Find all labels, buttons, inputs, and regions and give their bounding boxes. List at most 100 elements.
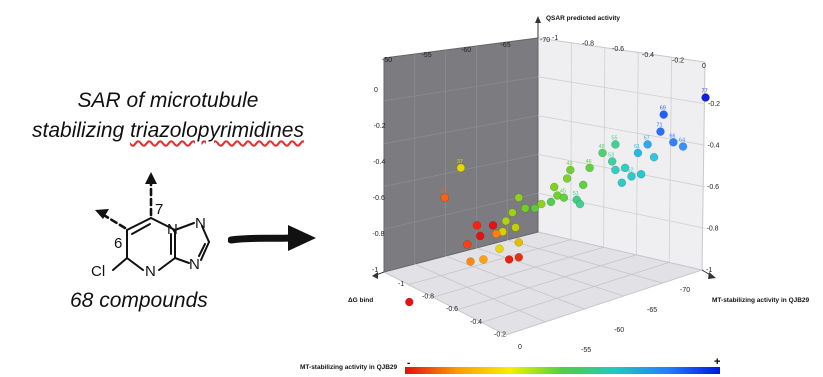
z-right-tick-label: -1 <box>706 267 712 274</box>
title-line-1: SAR of microtubule <box>77 89 259 112</box>
bond-five-ring-2 <box>201 225 210 243</box>
data-point <box>514 193 524 202</box>
bond-c5-cl <box>112 257 128 271</box>
data-point-label: 66 <box>669 133 675 139</box>
top-tick-label: -70 <box>540 37 550 44</box>
z-axis-title: QSAR predicted activity <box>546 15 620 22</box>
data-point <box>549 182 559 192</box>
data-point <box>463 240 472 249</box>
title-line-2: stabilizing triazolopyrimidines <box>8 116 328 146</box>
bond-n1-c5 <box>126 257 144 271</box>
atom-n-bottom: N <box>145 263 156 280</box>
data-point-label: 69 <box>660 106 666 112</box>
data-point <box>514 253 524 262</box>
floor-grid-b <box>432 246 604 298</box>
z-top-tick-label: 0 <box>702 63 706 70</box>
z-right-tick-label: -0.8 <box>707 226 719 233</box>
data-point <box>611 165 620 175</box>
arrow-head <box>288 225 316 251</box>
right-grid-h <box>537 76 706 104</box>
plot-back-wall <box>383 37 539 273</box>
data-point-label: 77 <box>702 89 708 95</box>
bond-c8a-n1 <box>158 257 176 271</box>
data-point <box>479 255 488 264</box>
data-point <box>504 255 514 264</box>
z-left-tick-label: -0.6 <box>373 195 385 202</box>
data-point <box>520 204 530 213</box>
data-point <box>546 197 556 207</box>
bond-c6-c7 <box>126 217 152 231</box>
data-point-label: 46 <box>586 159 592 165</box>
data-point-label: 48 <box>599 144 605 150</box>
atom-cl: Cl <box>91 263 105 280</box>
y-front-tick-label: 0 <box>518 344 522 351</box>
bond-five-ring-3 <box>200 241 210 261</box>
x-axis-title: MT-stabilizing activity in QJB29 <box>712 297 810 304</box>
back-grid-h <box>383 76 539 102</box>
data-point <box>466 257 475 266</box>
data-point-label: 45 <box>560 189 566 195</box>
bond-c7-n8 <box>150 217 176 231</box>
data-point <box>495 244 504 254</box>
data-point-label: 37 <box>457 159 463 165</box>
colorbar-min: - <box>407 358 411 369</box>
back-grid-h <box>383 192 539 230</box>
slide-title: SAR of microtubule stabilizing triazolop… <box>8 86 328 146</box>
data-point <box>456 163 466 173</box>
colorbar-max: + <box>714 356 721 368</box>
data-point <box>627 172 636 181</box>
y-front-tick-label: -0.6 <box>446 306 458 313</box>
double-bond-c6-c7 <box>131 223 151 235</box>
data-point <box>585 163 594 173</box>
z-right-tick-label: -0.4 <box>708 143 720 150</box>
data-point <box>620 163 630 173</box>
y-front-tick-label: -1 <box>398 281 404 288</box>
data-point <box>472 221 482 230</box>
y-axis-title: ΔG bind <box>348 297 373 304</box>
data-point <box>701 93 710 102</box>
compound-count: 68 compounds <box>70 289 208 312</box>
data-point-label: 55 <box>611 135 617 141</box>
data-point <box>559 193 569 202</box>
data-point-label: 64 <box>679 138 685 144</box>
top-tick-label: -60 <box>461 47 471 54</box>
colorbar <box>405 367 720 374</box>
big-arrow <box>228 225 316 251</box>
data-point <box>611 140 620 149</box>
title-line-2-highlight: triazolopyrimidines <box>130 119 304 142</box>
y-front-tick-label: -0.4 <box>470 319 482 326</box>
z-top-tick-label: -0.8 <box>582 41 594 48</box>
data-point <box>530 204 540 213</box>
data-point-label: 61 <box>634 144 640 150</box>
colorbar-label: MT-stabilizing activity in QJB29 <box>300 364 398 371</box>
atom-n-top: N <box>195 215 206 232</box>
x-axis-arrow <box>708 272 716 279</box>
data-point-label: 52 <box>628 167 634 173</box>
bond-five-ring-1 <box>174 222 195 231</box>
data-point <box>562 174 572 183</box>
y-front-tick-label: -0.2 <box>494 331 506 338</box>
top-tick-label: -50 <box>382 57 392 64</box>
data-point <box>501 216 511 226</box>
data-point <box>656 127 665 136</box>
right-grid-h <box>537 154 706 188</box>
arrowhead-position-6 <box>95 209 109 219</box>
bond-five-ring-4 <box>174 257 190 264</box>
data-point-label: 71 <box>656 123 662 129</box>
arrow-shaft <box>228 234 294 244</box>
data-point-label: 27 <box>441 189 447 195</box>
data-point <box>508 208 517 217</box>
data-point <box>475 231 485 241</box>
data-point <box>405 297 414 307</box>
data-point <box>598 148 607 158</box>
data-point-label: 43 <box>566 161 572 167</box>
floor-grid-a <box>507 239 663 284</box>
data-point <box>633 148 643 158</box>
z-left-tick-label: -0.4 <box>373 159 385 166</box>
data-point <box>511 223 520 232</box>
data-point <box>678 142 688 151</box>
floor-grid-a <box>414 263 546 323</box>
floor-grid-a <box>476 247 624 297</box>
floor-grid-b <box>408 239 571 285</box>
